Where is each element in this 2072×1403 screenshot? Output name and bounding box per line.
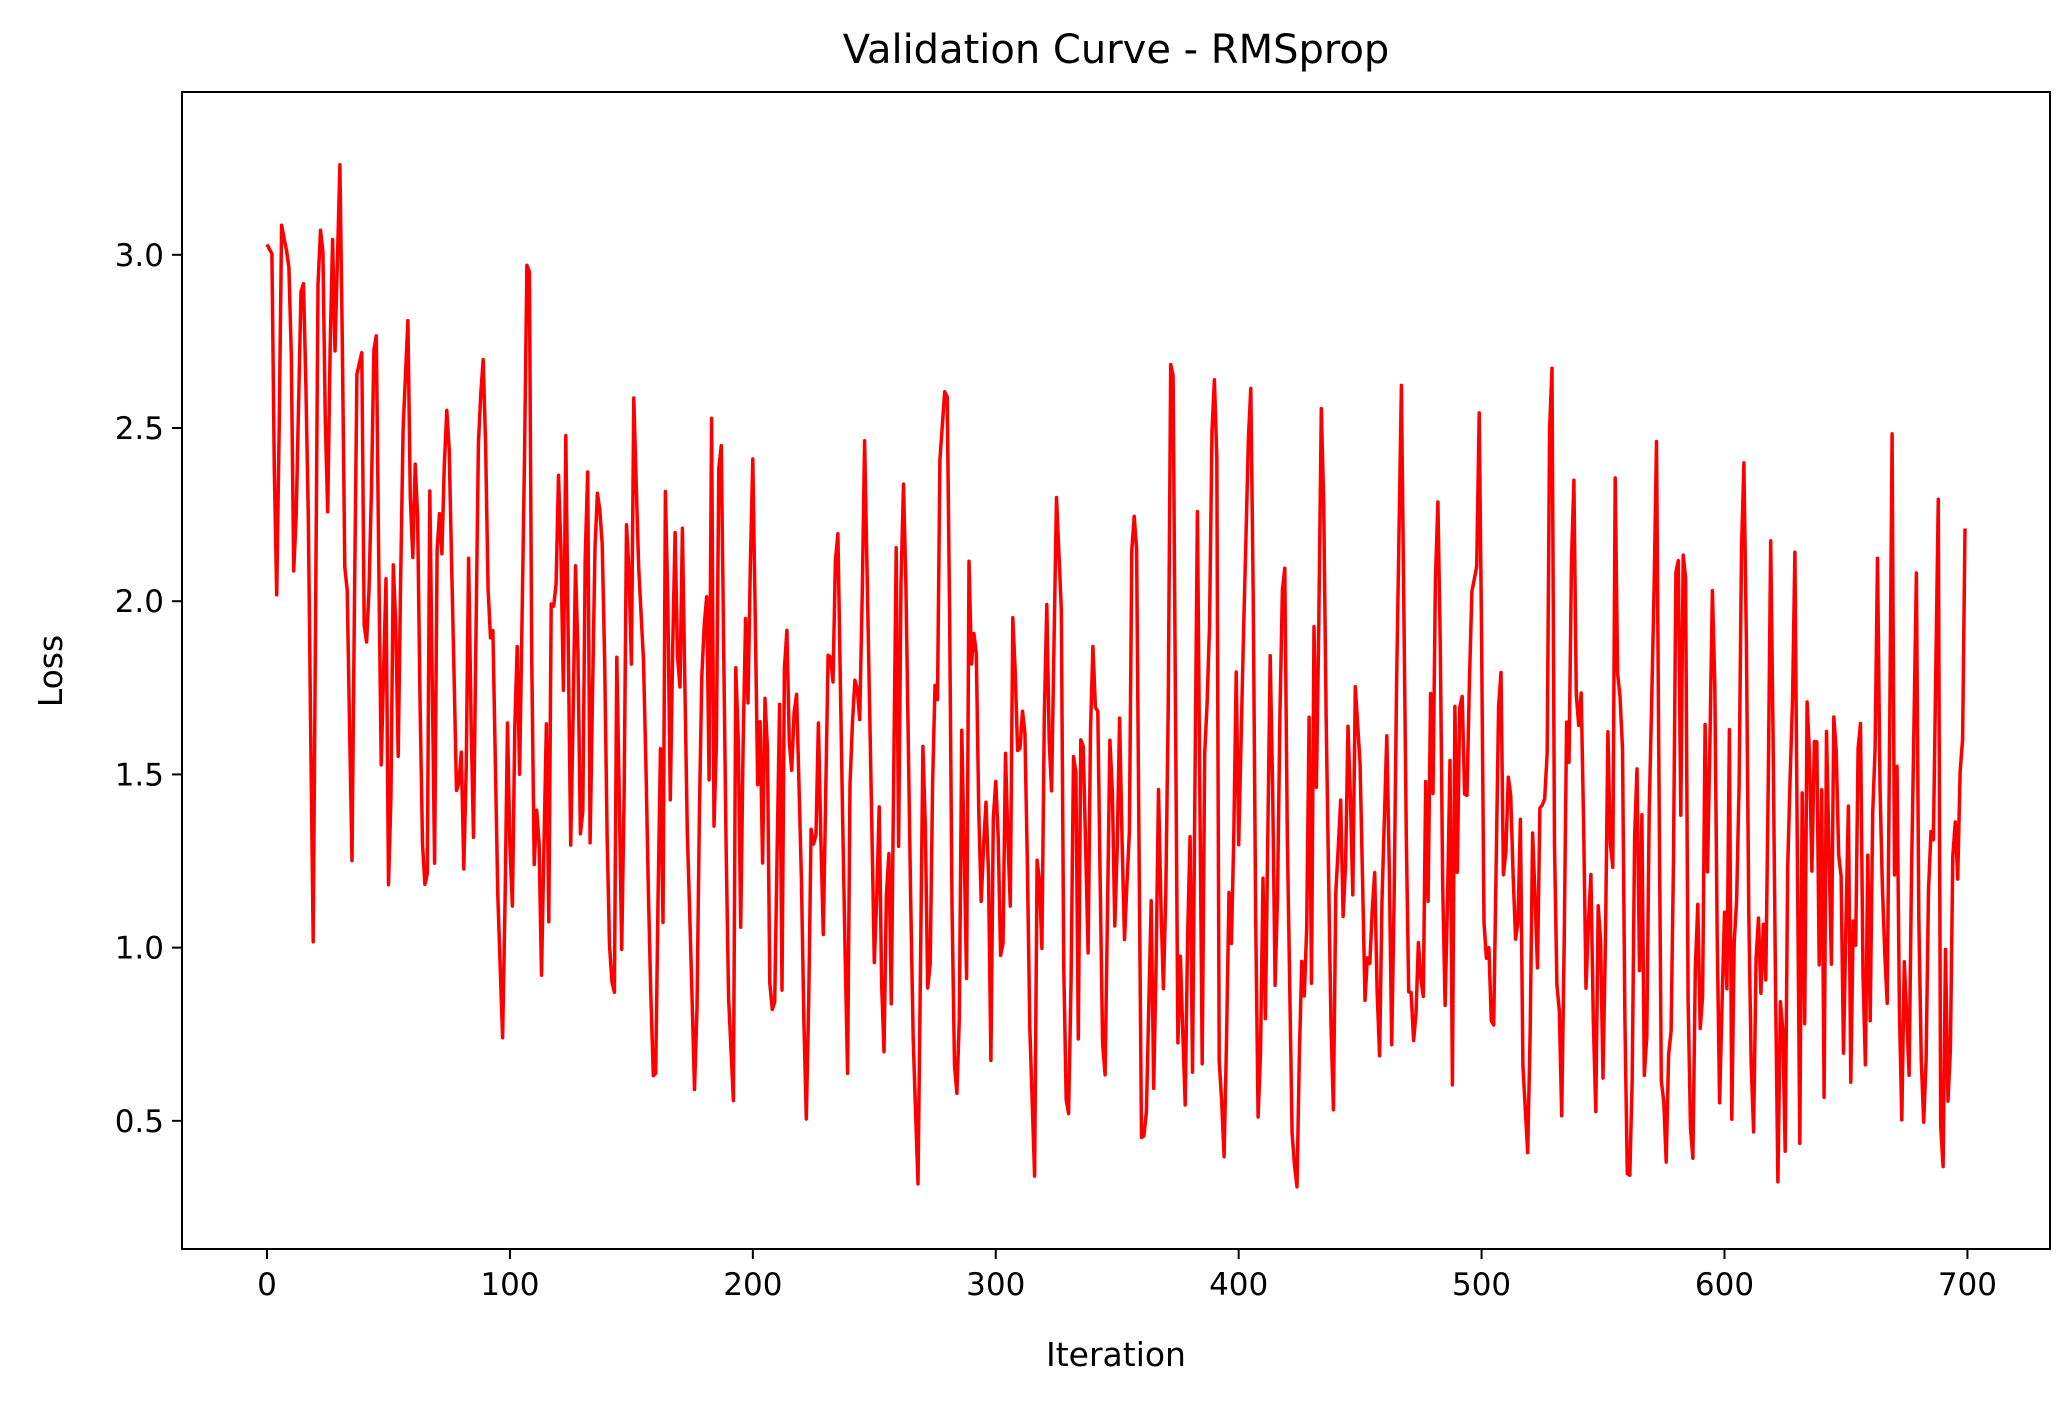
x-axis-label: Iteration [1046,1335,1186,1374]
x-tick-label: 600 [1695,1267,1754,1303]
x-tick-label: 0 [257,1267,277,1303]
y-tick-label: 2.0 [115,584,164,620]
x-axis-ticks: 0 100 200 300 400 500 600 700 [257,1249,1997,1303]
x-tick-label: 300 [966,1267,1025,1303]
x-tick-label: 700 [1938,1267,1997,1303]
x-tick-label: 100 [480,1267,539,1303]
y-axis-label: Loss [31,635,70,707]
x-tick-label: 500 [1452,1267,1511,1303]
y-tick-label: 0.5 [115,1104,164,1140]
y-axis-ticks: 0.5 1.0 1.5 2.0 2.5 3.0 [115,238,182,1140]
plot-frame [181,91,2051,1250]
y-tick-label: 1.0 [115,931,164,967]
y-tick-label: 3.0 [115,238,164,274]
x-tick-label: 400 [1209,1267,1268,1303]
loss-series-line [265,162,1967,1189]
x-tick-label: 200 [723,1267,782,1303]
chart-title: Validation Curve - RMSprop [843,27,1390,73]
y-tick-label: 2.5 [115,411,164,447]
plot-area [265,162,1967,1189]
y-tick-label: 1.5 [115,757,164,793]
